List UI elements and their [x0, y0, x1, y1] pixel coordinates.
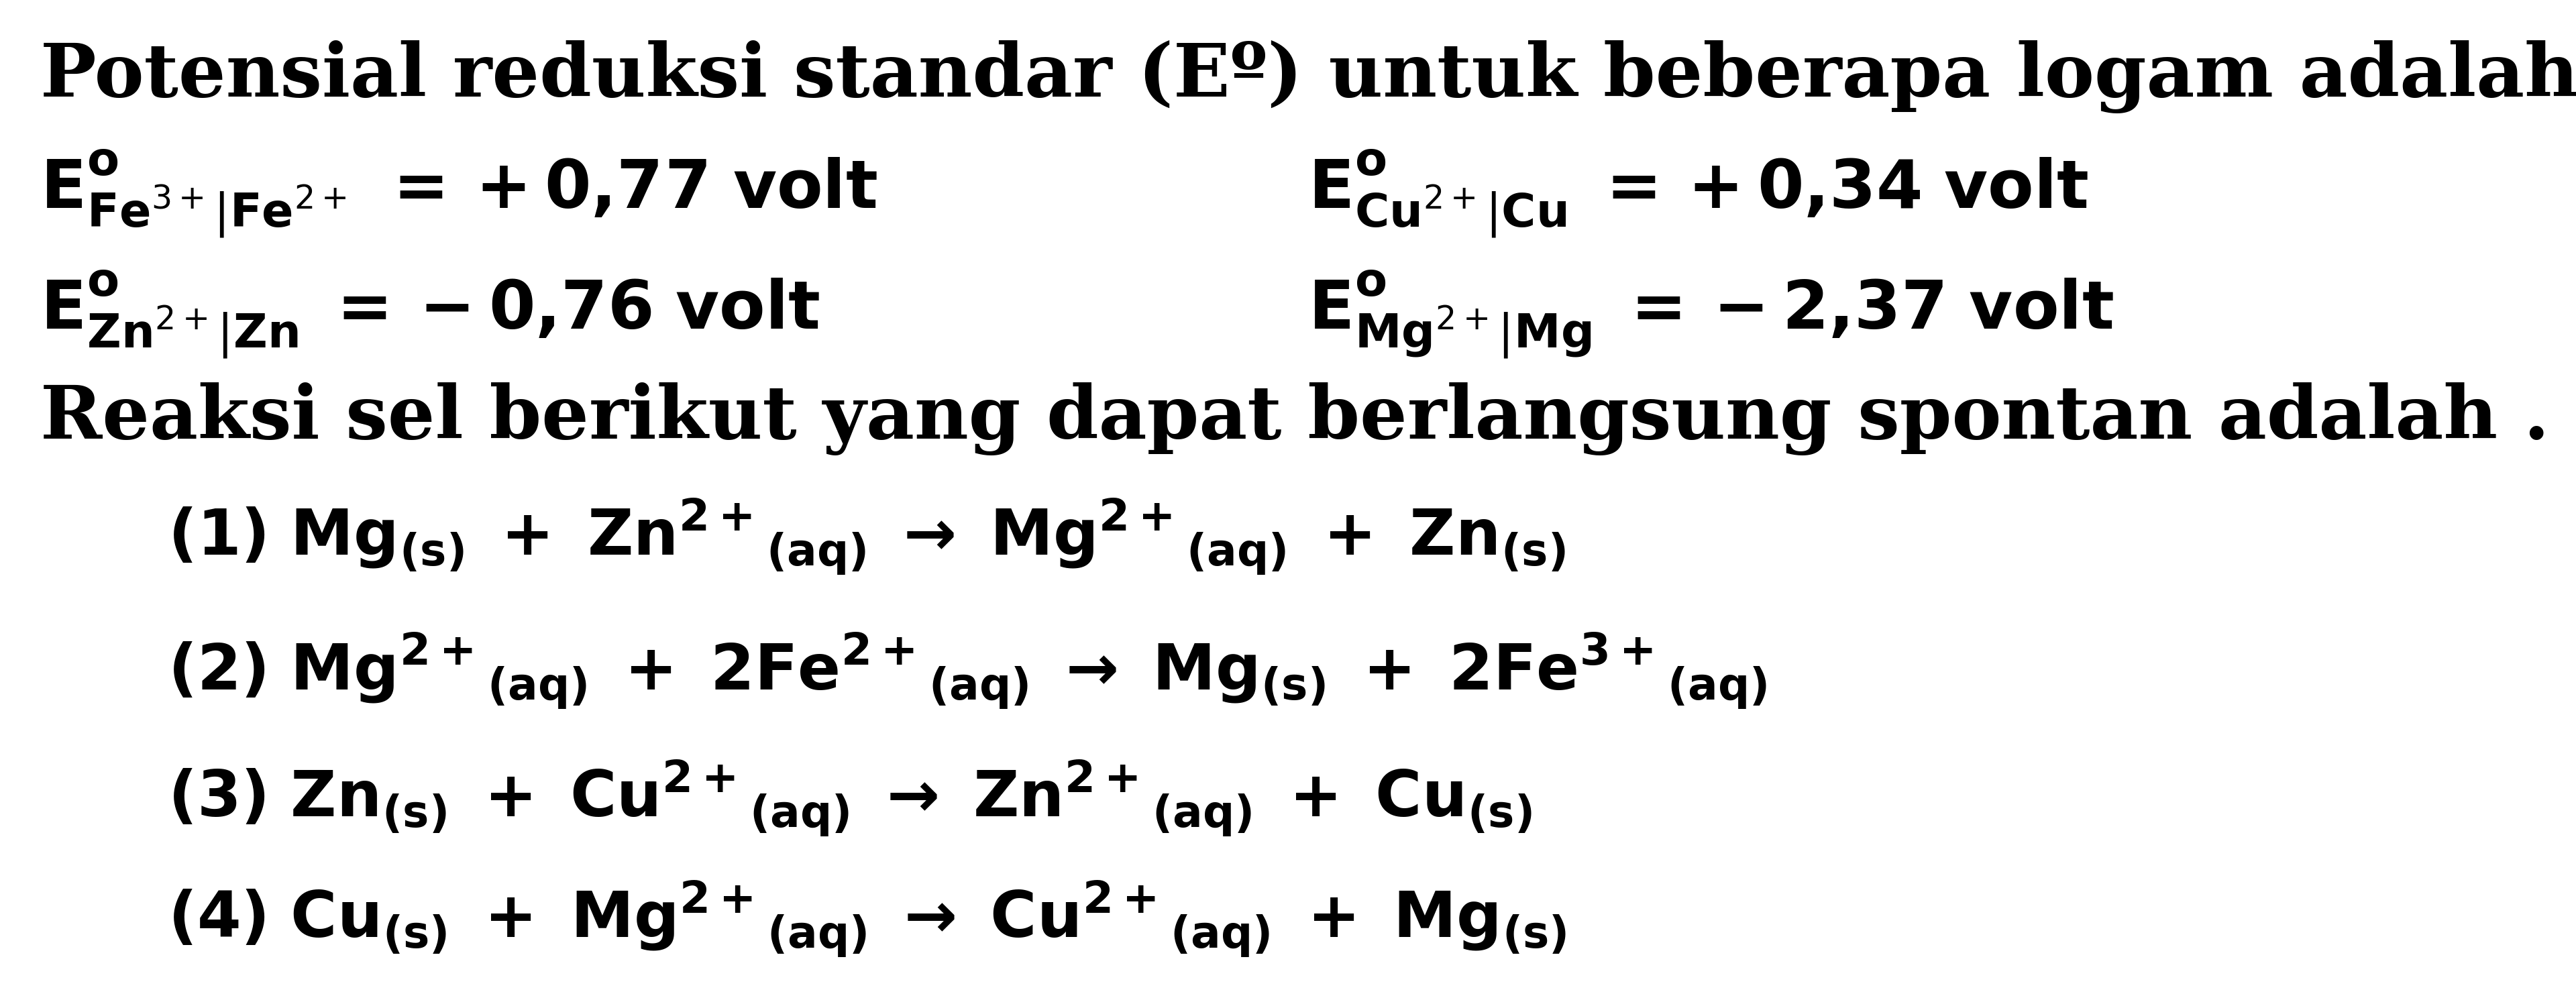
Text: $\mathbf{(1)\ Mg_{(s)}\ +\ Zn^{2+}{}_{(aq)}\ \rightarrow\ Mg^{2+}{}_{(aq)}\ +\ Z: $\mathbf{(1)\ Mg_{(s)}\ +\ Zn^{2+}{}_{(a… [167, 496, 1566, 576]
Text: $\mathbf{(3)\ Zn_{(s)}\ +\ Cu^{2+}{}_{(aq)}\ \rightarrow\ Zn^{2+}{}_{(aq)}\ +\ C: $\mathbf{(3)\ Zn_{(s)}\ +\ Cu^{2+}{}_{(a… [167, 757, 1533, 837]
Text: $\mathbf{E}^{\mathbf{o}}_{\mathbf{Cu}^{2+}|\mathbf{Cu}}$ $\mathbf{= +0{,}34}$ $\: $\mathbf{E}^{\mathbf{o}}_{\mathbf{Cu}^{2… [1309, 148, 2089, 240]
Text: Reaksi sel berikut yang dapat berlangsung spontan adalah . . . .: Reaksi sel berikut yang dapat berlangsun… [41, 382, 2576, 455]
Text: $\mathbf{(2)\ Mg^{2+}{}_{(aq)}\ +\ 2Fe^{2+}{}_{(aq)}\ \rightarrow\ Mg_{(s)}\ +\ : $\mathbf{(2)\ Mg^{2+}{}_{(aq)}\ +\ 2Fe^{… [167, 631, 1767, 711]
Text: $\mathbf{E}^{\mathbf{o}}_{\mathbf{Zn}^{2+}|\mathbf{Zn}}$ $\mathbf{= -0{,}76}$ $\: $\mathbf{E}^{\mathbf{o}}_{\mathbf{Zn}^{2… [41, 268, 819, 360]
Text: $\mathbf{(4)\ Cu_{(s)}\ +\ Mg^{2+}{}_{(aq)}\ \rightarrow\ Cu^{2+}{}_{(aq)}\ +\ M: $\mathbf{(4)\ Cu_{(s)}\ +\ Mg^{2+}{}_{(a… [167, 878, 1566, 958]
Text: $\mathbf{E}^{\mathbf{o}}_{\mathbf{Fe}^{3+}|\mathbf{Fe}^{2+}}$ $\mathbf{= +0{,}77: $\mathbf{E}^{\mathbf{o}}_{\mathbf{Fe}^{3… [41, 148, 878, 240]
Text: $\mathbf{E}^{\mathbf{o}}_{\mathbf{Mg}^{2+}|\mathbf{Mg}}$ $\mathbf{= -2{,}37}$ $\: $\mathbf{E}^{\mathbf{o}}_{\mathbf{Mg}^{2… [1309, 268, 2112, 360]
Text: Potensial reduksi standar (Eº) untuk beberapa logam adalah sebagai berikut.: Potensial reduksi standar (Eº) untuk beb… [41, 40, 2576, 114]
